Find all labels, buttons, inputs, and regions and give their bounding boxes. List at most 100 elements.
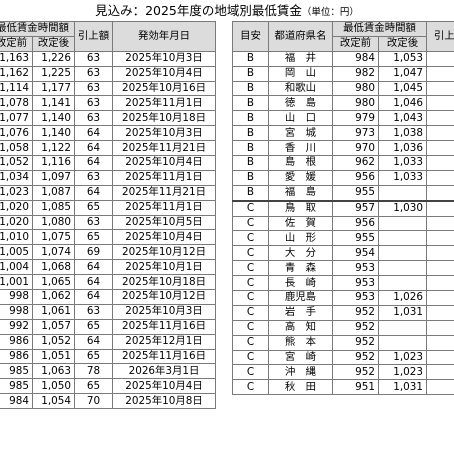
- wage-before-cell: 986: [0, 333, 33, 350]
- table-row: 1,034 1,097 63 2025年11月1日: [0, 169, 217, 186]
- left-table-body: 1,163 1,226 63 2025年10月3日 1,162 1,225 63 2025年1…: [0, 50, 217, 410]
- increase-cell: [426, 319, 454, 336]
- wage-after-cell: 1,080: [31, 214, 76, 231]
- increase-cell: [426, 184, 454, 202]
- wage-after-cell: 1,023: [377, 364, 428, 381]
- table-row: 1,005 1,074 69 2025年10月12日: [0, 244, 217, 261]
- prefecture-cell: 沖 縄: [268, 364, 333, 381]
- target-rank-cell: C: [232, 245, 269, 262]
- increase-cell: 63: [74, 65, 114, 82]
- wage-after-cell: 1,226: [31, 50, 76, 67]
- wage-before-cell: 1,004: [0, 259, 33, 276]
- increase-cell: 78: [74, 363, 114, 380]
- wage-before-cell: 985: [0, 363, 33, 380]
- prefecture-cell: 鹿児島: [268, 290, 333, 306]
- wage-before-cell: 953: [332, 260, 379, 277]
- increase-cell: 80: [426, 379, 454, 396]
- wage-after-cell: [377, 230, 428, 247]
- right-header-row-1: 目安 都道府県名 最低賃金時間額 引上額: [232, 21, 454, 52]
- increase-cell: 73: [426, 290, 454, 306]
- target-rank-cell: B: [232, 95, 269, 112]
- target-rank-cell: B: [232, 125, 269, 142]
- target-rank-cell: B: [232, 50, 269, 67]
- wage-after-cell: 1,061: [31, 303, 76, 320]
- increase-cell: 65: [426, 125, 454, 142]
- increase-cell: 64: [74, 140, 114, 157]
- table-row: 1,001 1,065 64 2025年10月18日: [0, 274, 217, 291]
- right-header-wage-group: 最低賃金時間額: [331, 21, 428, 37]
- wage-after-cell: 1,046: [377, 95, 428, 112]
- target-rank-cell: C: [232, 319, 269, 336]
- prefecture-cell: 福 島: [268, 184, 333, 202]
- prefecture-cell: 山 形: [268, 230, 333, 247]
- wage-before-cell: 1,034: [0, 169, 33, 186]
- effective-date-cell: 2025年10月12日: [112, 289, 217, 305]
- wage-before-cell: 1,052: [0, 155, 33, 171]
- increase-cell: 65: [426, 65, 454, 82]
- effective-date-cell: 2025年11月16日: [112, 318, 217, 335]
- target-rank-cell: B: [232, 169, 269, 186]
- wage-after-cell: 1,140: [31, 110, 76, 127]
- increase-cell: 64: [74, 289, 114, 305]
- wage-after-cell: [377, 334, 428, 351]
- increase-cell: 71: [426, 349, 454, 366]
- table-row: 1,058 1,122 64 2025年11月21日: [0, 140, 217, 157]
- prefecture-cell: 佐 賀: [268, 215, 333, 232]
- table-row: 1,078 1,141 63 2025年11月1日: [0, 95, 217, 112]
- increase-cell: 71: [426, 155, 454, 171]
- left-header-effective-date: 発効年月日: [112, 21, 217, 52]
- target-rank-cell: B: [232, 65, 269, 82]
- increase-cell: [426, 245, 454, 262]
- increase-cell: 79: [426, 304, 454, 321]
- increase-cell: 69: [74, 244, 114, 261]
- prefecture-cell: 愛 媛: [268, 169, 333, 186]
- table-row: 986 1,051 65 2025年11月16日: [0, 348, 217, 365]
- wage-before-cell: 1,020: [0, 199, 33, 216]
- table-row: 1,163 1,226 63 2025年10月3日: [0, 50, 217, 67]
- left-header-increase: 引上額: [74, 21, 114, 52]
- prefecture-cell: 大 分: [268, 245, 333, 262]
- wage-before-cell: 1,114: [0, 80, 33, 97]
- wage-after-cell: 1,023: [377, 349, 428, 366]
- table-row: 1,052 1,116 64 2025年10月4日: [0, 155, 217, 171]
- wage-before-cell: 984: [0, 393, 33, 410]
- wage-after-cell: [377, 275, 428, 292]
- increase-cell: 64: [74, 155, 114, 171]
- right-header-target: 目安: [232, 21, 269, 52]
- left-header-before: 改定前: [0, 35, 33, 52]
- effective-date-cell: 2025年10月5日: [112, 214, 217, 231]
- target-rank-cell: C: [232, 230, 269, 247]
- wage-before-cell: 1,163: [0, 50, 33, 67]
- wage-before-cell: 984: [332, 50, 379, 67]
- increase-cell: 64: [74, 259, 114, 276]
- wage-after-cell: 1,038: [377, 125, 428, 142]
- increase-cell: 63: [74, 95, 114, 112]
- wage-before-cell: 980: [332, 80, 379, 97]
- wage-after-cell: 1,031: [377, 379, 428, 396]
- wage-after-cell: [377, 215, 428, 232]
- effective-date-cell: 2025年11月1日: [112, 169, 217, 186]
- prefecture-cell: 山 口: [268, 110, 333, 127]
- increase-cell: 63: [74, 303, 114, 320]
- target-rank-cell: C: [232, 199, 269, 217]
- table-row: 985 1,063 78 2026年3月1日: [0, 363, 217, 380]
- title-main: 見込み：2025年度の地域別最低賃金: [95, 3, 302, 18]
- wage-before-cell: 962: [332, 155, 379, 171]
- increase-cell: 64: [74, 274, 114, 291]
- left-header-after: 改定後: [31, 35, 76, 52]
- increase-cell: 63: [74, 214, 114, 231]
- effective-date-cell: 2025年11月21日: [112, 140, 217, 157]
- increase-cell: 63: [74, 110, 114, 127]
- wage-after-cell: 1,051: [31, 348, 76, 365]
- effective-date-cell: 2025年10月16日: [112, 80, 217, 97]
- right-header-prefecture: 都道府県名: [268, 21, 333, 52]
- target-rank-cell: C: [232, 290, 269, 306]
- wage-before-cell: 952: [332, 349, 379, 366]
- increase-cell: [426, 230, 454, 247]
- wage-before-cell: 1,077: [0, 110, 33, 127]
